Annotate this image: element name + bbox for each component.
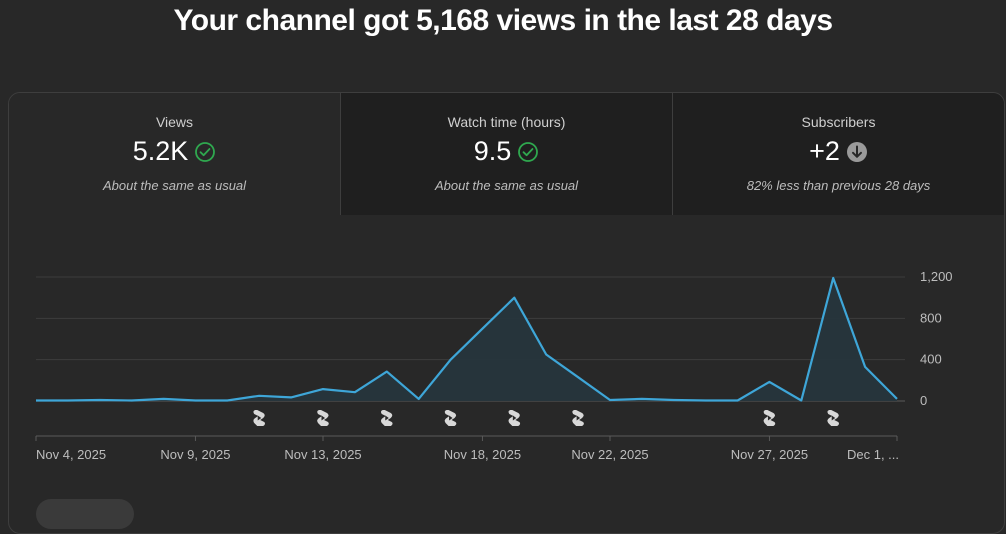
shorts-icon [509,410,521,426]
x-tick-label: Nov 9, 2025 [160,447,230,462]
shorts-icon [572,410,584,426]
y-tick-label: 800 [920,310,942,325]
x-tick-label: Dec 1, ... [847,447,899,462]
shorts-icon [827,410,839,426]
x-tick-label: Nov 18, 2025 [444,447,521,462]
shorts-icon [317,410,329,426]
x-tick-label: Nov 27, 2025 [731,447,808,462]
y-tick-label: 1,200 [920,269,953,284]
shorts-icon [253,410,265,426]
see-more-button[interactable] [36,499,134,529]
x-tick-label: Nov 4, 2025 [36,447,106,462]
y-tick-label: 0 [920,393,927,408]
y-tick-label: 400 [920,352,942,367]
views-chart: 1,200 800 400 0 Nov 4, 2025 Nov 9, 2025 Nov 13… [0,0,1006,505]
x-tick-label: Nov 22, 2025 [571,447,648,462]
x-tick-label: Nov 13, 2025 [284,447,361,462]
shorts-icon [764,410,776,426]
shorts-icon [445,410,457,426]
shorts-icon [381,410,393,426]
